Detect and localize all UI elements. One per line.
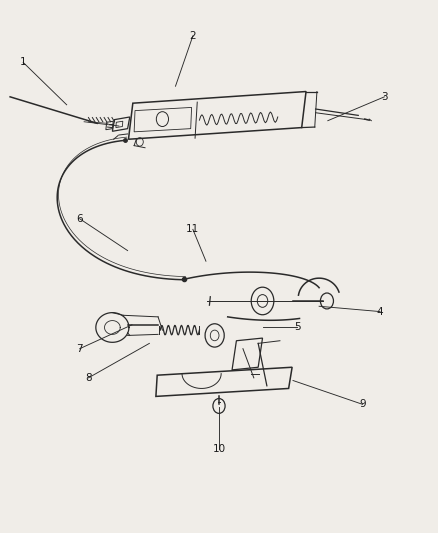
Text: 6: 6 (76, 214, 83, 224)
Text: 2: 2 (190, 31, 196, 41)
Text: 9: 9 (359, 399, 366, 409)
Text: 3: 3 (381, 92, 388, 102)
Text: 1: 1 (20, 58, 26, 67)
Text: 7: 7 (76, 344, 83, 354)
Text: 5: 5 (294, 322, 300, 333)
Text: 4: 4 (377, 306, 383, 317)
Text: 8: 8 (85, 373, 92, 383)
Text: 11: 11 (186, 224, 200, 235)
Text: 10: 10 (212, 445, 226, 455)
